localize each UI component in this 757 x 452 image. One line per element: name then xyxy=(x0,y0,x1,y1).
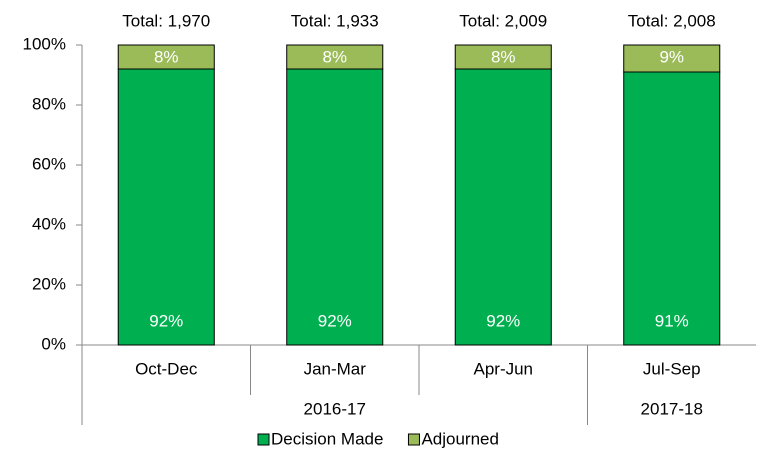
bar-segment xyxy=(286,44,384,70)
value-label: 8% xyxy=(154,47,179,66)
bar-segment xyxy=(454,68,552,346)
y-tick-label: 20% xyxy=(32,274,66,293)
value-label: 8% xyxy=(491,47,516,66)
value-label: 8% xyxy=(322,47,347,66)
x-tick-label: Oct-Dec xyxy=(135,359,198,378)
x-tick-label: Jan-Mar xyxy=(304,359,367,378)
legend-label: Adjourned xyxy=(421,429,499,448)
bar-segment xyxy=(286,68,384,346)
bar-segment xyxy=(117,68,215,346)
value-label: 92% xyxy=(149,311,183,330)
bar-segment xyxy=(623,71,721,346)
total-annotation: Total: 2,008 xyxy=(628,11,716,30)
legend-swatch xyxy=(407,433,420,446)
bar-segment xyxy=(117,44,215,70)
x-tick-label: Jul-Sep xyxy=(643,359,701,378)
y-tick-label: 0% xyxy=(41,334,66,353)
value-label: 91% xyxy=(655,311,689,330)
legend-label: Decision Made xyxy=(271,429,383,448)
bar-segment xyxy=(454,44,552,70)
total-annotation: Total: 1,970 xyxy=(122,11,210,30)
value-label: 92% xyxy=(486,311,520,330)
group-label: 2016-17 xyxy=(304,399,366,418)
total-annotation: Total: 1,933 xyxy=(291,11,379,30)
value-label: 9% xyxy=(659,47,684,66)
x-tick-label: Apr-Jun xyxy=(473,359,533,378)
y-tick-label: 80% xyxy=(32,94,66,113)
bar-segment xyxy=(623,44,721,73)
legend-swatch xyxy=(257,433,270,446)
y-tick-label: 100% xyxy=(23,34,66,53)
total-annotation: Total: 2,009 xyxy=(459,11,547,30)
value-label: 92% xyxy=(318,311,352,330)
y-tick-label: 60% xyxy=(32,154,66,173)
y-tick-label: 40% xyxy=(32,214,66,233)
group-label: 2017-18 xyxy=(641,399,703,418)
